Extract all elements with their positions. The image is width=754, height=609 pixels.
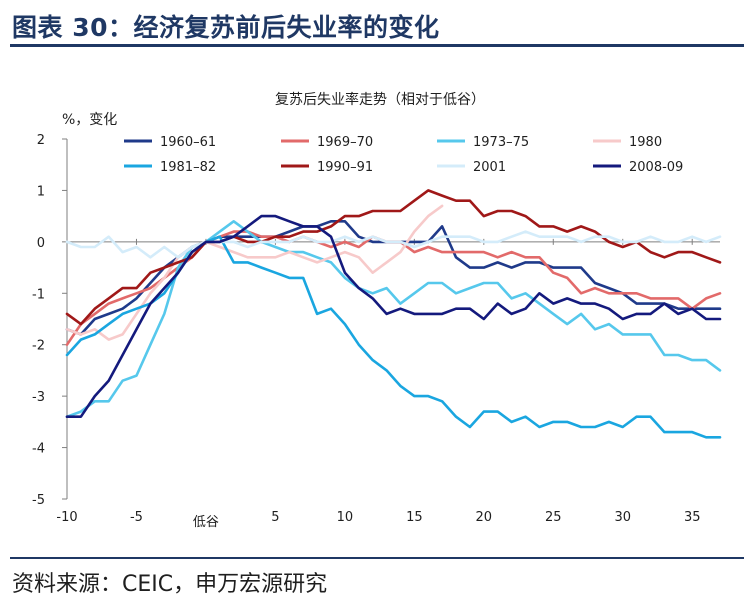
legend: 1960–61 1969–70 1973–75 1980 1981–82 1990–91 2… [124, 135, 683, 175]
legend-label: 1973–75 [473, 135, 529, 150]
y-tick-label: -1 [32, 287, 45, 302]
series-line-1990–91 [65, 189, 722, 326]
chart-title: 复苏后失业率走势（相对于低谷） [275, 91, 485, 108]
source-note: 资料来源：CEIC，申万宏源研究 [12, 572, 328, 597]
series-line-2008-09 [65, 214, 722, 419]
x-tick-label: 20 [476, 510, 493, 525]
y-tick-label: -3 [32, 390, 45, 405]
y-tick-label: -2 [32, 339, 45, 354]
x-tick-label: 15 [406, 510, 423, 525]
legend-label: 1980 [629, 135, 662, 150]
series-line-2001 [65, 230, 722, 259]
figure-title: 图表 30：经济复苏前后失业率的变化 [12, 13, 440, 42]
y-tick-label: 1 [37, 184, 45, 199]
footer-rule [10, 557, 744, 559]
title-rule [10, 44, 744, 47]
x-tick-label: 5 [271, 510, 279, 525]
axes: 210-1-2-3-4-5-10 -5 低谷 5 10 15 20 25 30 35 [32, 133, 720, 530]
x-tick-label: 30 [614, 510, 631, 525]
x-tick-label: -10 [56, 510, 77, 525]
y-tick-label: 0 [37, 236, 45, 251]
x-tick-label: 低谷 [193, 515, 219, 530]
unemployment-line-chart: 复苏后失业率走势（相对于低谷） %，变化 210-1-2-3-4-5-10 -5 低… [32, 91, 722, 530]
y-tick-label: -4 [32, 442, 45, 457]
y-tick-label: -5 [32, 493, 45, 508]
series-line-1980 [65, 204, 444, 341]
legend-label: 1990–91 [317, 160, 373, 175]
x-tick-label: -5 [130, 510, 143, 525]
x-tick-label: 35 [684, 510, 701, 525]
legend-label: 2001 [473, 160, 506, 175]
legend-label: 1960–61 [160, 135, 216, 150]
series-lines [65, 189, 722, 439]
y-axis-label: %，变化 [62, 112, 117, 128]
y-tick-label: 2 [37, 133, 45, 148]
legend-label: 2008-09 [629, 160, 683, 175]
legend-label: 1981–82 [160, 160, 216, 175]
x-tick-label: 25 [545, 510, 562, 525]
legend-label: 1969–70 [317, 135, 373, 150]
x-tick-label: 10 [337, 510, 354, 525]
